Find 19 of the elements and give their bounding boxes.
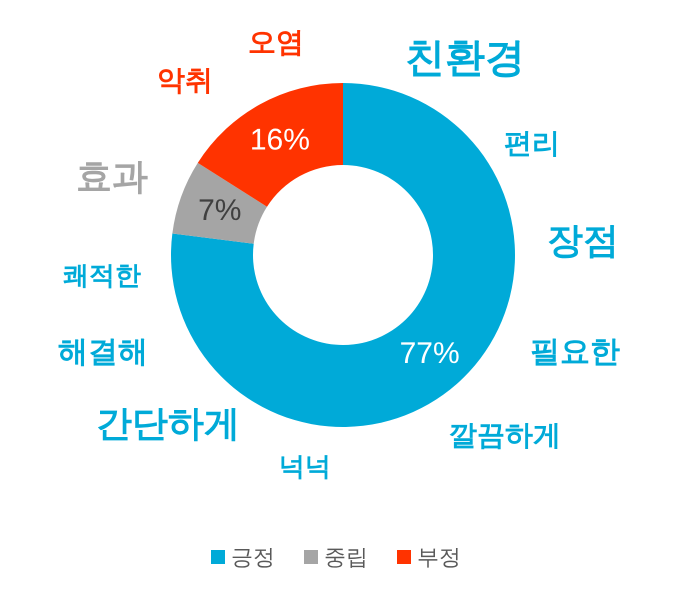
text: 해결해 — [58, 336, 148, 368]
text: 오염 — [248, 26, 304, 58]
legend-label: 중립 — [324, 544, 368, 570]
text: 악취 — [157, 64, 213, 96]
data-label: 7% — [198, 194, 242, 228]
text: 넉넉 — [279, 451, 331, 481]
text: 효과 — [76, 156, 148, 196]
text: 필요한 — [530, 336, 620, 368]
text: 깔끔하게 — [449, 420, 561, 450]
text: 장점 — [547, 220, 619, 260]
text: 친환경 — [405, 36, 525, 80]
text: 간단하게 — [96, 402, 240, 444]
donut-slice — [172, 162, 268, 244]
text: 편리 — [504, 128, 560, 158]
data-label: 16% — [250, 124, 310, 157]
legend-label: 긍정 — [231, 544, 275, 570]
data-label: 77% — [400, 336, 460, 370]
legend-label: 부정 — [417, 544, 461, 570]
text: 쾌적한 — [63, 260, 141, 290]
